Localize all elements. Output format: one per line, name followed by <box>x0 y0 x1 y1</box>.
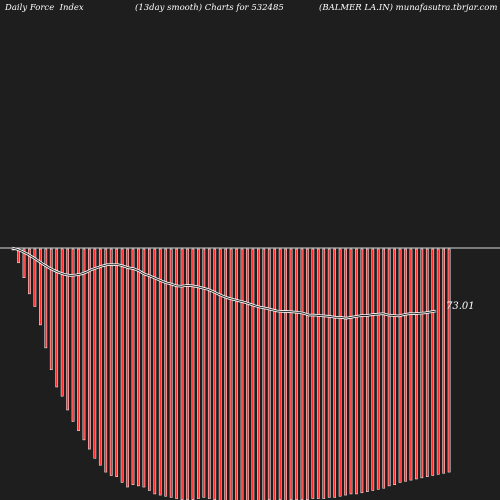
force-bar <box>415 248 418 480</box>
force-bar <box>425 248 429 477</box>
force-bar <box>289 248 293 500</box>
force-bar <box>98 248 102 466</box>
force-bar <box>115 248 119 477</box>
force-bar <box>306 248 309 500</box>
force-bar <box>420 248 424 479</box>
force-bar <box>284 248 287 500</box>
force-bar <box>109 248 113 476</box>
force-bar <box>262 248 266 500</box>
force-bar <box>218 248 222 500</box>
force-bar <box>442 248 445 474</box>
force-bar <box>44 248 48 349</box>
force-bar <box>436 248 440 475</box>
force-bar <box>148 248 151 491</box>
force-bar <box>142 248 146 488</box>
force-bar <box>273 248 277 500</box>
force-bar <box>300 248 304 500</box>
chart-indicator-title: Daily Force Index <box>5 3 84 13</box>
force-bar <box>28 248 31 295</box>
force-bar <box>235 248 238 500</box>
force-bar <box>344 248 347 496</box>
force-bar <box>169 248 173 498</box>
force-bar <box>316 248 320 499</box>
chart-description: (13day smooth) Charts for 532485 <box>135 3 284 13</box>
force-bar <box>66 248 69 411</box>
chart-source: (BALMER LA.IN) munafasutra.tbrjar.com <box>319 3 498 13</box>
force-bar <box>131 248 135 485</box>
force-bar <box>322 248 326 499</box>
force-bar <box>382 248 386 489</box>
force-bar <box>431 248 435 476</box>
force-bar <box>213 248 217 500</box>
force-bar <box>82 248 86 441</box>
force-bar <box>409 248 413 481</box>
force-bar <box>77 248 80 431</box>
force-bar <box>55 248 59 388</box>
force-bar <box>333 248 336 498</box>
force-bar <box>22 248 26 278</box>
force-bar <box>338 248 342 497</box>
force-bar <box>376 248 380 490</box>
force-bar <box>202 248 206 498</box>
force-bar <box>278 248 282 500</box>
force-bar <box>164 248 168 497</box>
force-bar <box>246 248 249 500</box>
force-bar <box>398 248 402 483</box>
force-bar <box>404 248 407 482</box>
force-bar <box>175 248 178 499</box>
force-bar <box>360 248 364 494</box>
force-bar <box>393 248 396 485</box>
force-bar <box>49 248 53 370</box>
force-bar <box>207 248 211 499</box>
force-bar <box>447 248 451 473</box>
force-bar <box>120 248 124 483</box>
force-bar <box>371 248 375 491</box>
force-bar <box>137 248 140 487</box>
force-bar <box>224 248 228 500</box>
force-bar <box>158 248 162 496</box>
force-bar <box>104 248 108 473</box>
force-bar <box>349 248 353 495</box>
force-bar <box>88 248 91 450</box>
force-bar <box>240 248 244 500</box>
force-bar <box>33 248 37 307</box>
force-smooth-line-inner <box>11 247 437 319</box>
force-bar <box>355 248 358 495</box>
force-bar <box>71 248 75 422</box>
force-bar <box>387 248 391 487</box>
last-value-label: 73.01 <box>446 301 475 312</box>
force-bar <box>366 248 369 492</box>
force-bar <box>327 248 331 498</box>
force-bar <box>295 248 298 500</box>
force-bar <box>257 248 260 500</box>
force-bar <box>60 248 64 397</box>
force-bar <box>197 248 200 499</box>
force-bar <box>251 248 255 500</box>
force-bar <box>93 248 97 459</box>
force-bar <box>153 248 157 495</box>
force-bar <box>126 248 129 488</box>
force-bar <box>39 248 42 326</box>
force-bar <box>267 248 271 500</box>
force-bar <box>229 248 233 500</box>
force-bar <box>311 248 315 499</box>
